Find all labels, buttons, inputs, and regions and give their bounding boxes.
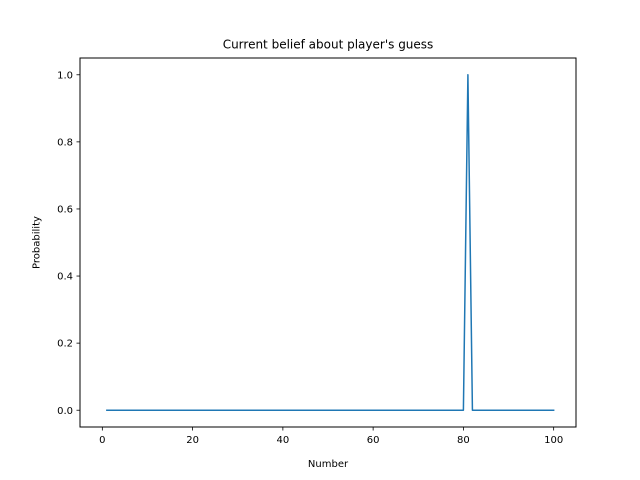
x-tick-label: 100 — [544, 435, 563, 446]
y-tick-label: 0.2 — [57, 339, 73, 350]
plot-area — [106, 74, 555, 411]
x-axis-label: Number — [308, 459, 349, 470]
x-tick-label: 0 — [99, 435, 105, 446]
x-tick-label: 20 — [186, 435, 199, 446]
x-tick-label: 80 — [457, 435, 470, 446]
y-axis: 0.0 0.2 0.4 0.6 0.8 1.0 — [57, 70, 80, 417]
y-tick-label: 1.0 — [57, 70, 73, 81]
x-tick-label: 60 — [367, 435, 380, 446]
chart-title: Current belief about player's guess — [223, 38, 434, 52]
y-tick-label: 0.0 — [57, 406, 73, 417]
x-axis: 0 20 40 60 80 100 — [99, 427, 563, 446]
y-tick-label: 0.4 — [57, 272, 73, 283]
x-tick-label: 40 — [277, 435, 290, 446]
y-tick-label: 0.8 — [57, 137, 73, 148]
y-axis-label: Probability — [32, 216, 43, 269]
axes-frame — [79, 57, 577, 428]
y-tick-label: 0.6 — [57, 205, 73, 216]
series-line-0 — [106, 74, 555, 411]
